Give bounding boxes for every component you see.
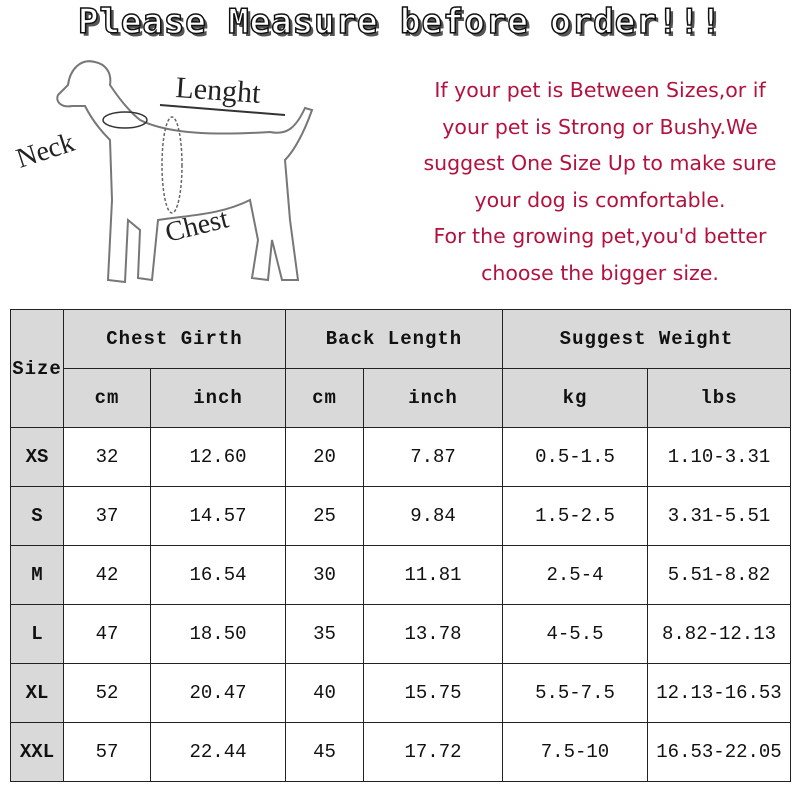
value-cell: 8.82-12.13: [647, 604, 791, 664]
value-cell: 22.44: [150, 722, 286, 782]
chest-girth-header: Chest Girth: [63, 309, 286, 369]
value-cell: 7.87: [363, 427, 503, 487]
value-cell: 3.31-5.51: [647, 486, 791, 546]
dog-outline: [56, 60, 314, 284]
value-cell: 5.51-8.82: [647, 545, 791, 605]
unit-header: kg: [502, 368, 648, 428]
value-cell: 20.47: [150, 663, 286, 723]
neck-line: [102, 111, 148, 129]
unit-header: lbs: [647, 368, 791, 428]
chest-line: [161, 116, 183, 214]
notice-line: choose the bigger size.: [481, 260, 719, 285]
table-row: M 42 16.54 30 11.81 2.5-4 5.51-8.82: [10, 545, 791, 605]
value-cell: 4-5.5: [502, 604, 648, 664]
value-cell: 15.75: [363, 663, 503, 723]
size-cell: M: [10, 545, 64, 605]
value-cell: 52: [63, 663, 151, 723]
unit-header: inch: [150, 368, 286, 428]
value-cell: 7.5-10: [502, 722, 648, 782]
table-row: XS 32 12.60 20 7.87 0.5-1.5 1.10-3.31: [10, 427, 791, 487]
value-cell: 1.5-2.5: [502, 486, 648, 546]
notice-line: your pet is Strong or Bushy.We: [442, 114, 758, 139]
size-cell: L: [10, 604, 64, 664]
value-cell: 13.78: [363, 604, 503, 664]
value-cell: 42: [63, 545, 151, 605]
value-cell: 14.57: [150, 486, 286, 546]
notice-line: For the growing pet,you'd better: [433, 224, 767, 248]
unit-header: inch: [363, 368, 503, 428]
dog-measurement-diagram: Lenght Neck Chest: [13, 60, 314, 284]
length-line: [159, 104, 286, 116]
size-cell: S: [10, 486, 64, 546]
table-row: L 47 18.50 35 13.78 4-5.5 8.82-12.13: [10, 604, 791, 664]
value-cell: 25: [285, 486, 364, 546]
value-cell: 0.5-1.5: [502, 427, 648, 487]
value-cell: 16.53-22.05: [647, 722, 791, 782]
notice-line: suggest One Size Up to make sure: [423, 151, 777, 175]
value-cell: 16.54: [150, 545, 286, 605]
page-title: Please Measure before order!!!: [77, 1, 723, 43]
notice-line: If your pet is Between Sizes,or if: [434, 78, 766, 102]
value-cell: 12.13-16.53: [647, 663, 791, 723]
value-cell: 35: [285, 604, 364, 664]
neck-label: Neck: [13, 127, 79, 175]
value-cell: 30: [285, 545, 364, 605]
value-cell: 18.50: [150, 604, 286, 664]
value-cell: 1.10-3.31: [647, 427, 791, 487]
size-cell: XXL: [10, 722, 64, 782]
table-row: XL 52 20.47 40 15.75 5.5-7.5 12.13-16.53: [10, 663, 791, 723]
value-cell: 12.60: [150, 427, 286, 487]
unit-header: cm: [285, 368, 364, 428]
suggest-weight-header: Suggest Weight: [502, 309, 791, 369]
value-cell: 57: [63, 722, 151, 782]
size-header: Size: [10, 309, 64, 428]
value-cell: 20: [285, 427, 364, 487]
value-cell: 11.81: [363, 545, 503, 605]
value-cell: 37: [63, 486, 151, 546]
length-label: Lenght: [175, 71, 263, 110]
value-cell: 17.72: [363, 722, 503, 782]
value-cell: 47: [63, 604, 151, 664]
value-cell: 9.84: [363, 486, 503, 546]
size-chart-table: Size Chest Girth Back Length Suggest Wei…: [10, 309, 791, 782]
table-row: XXL 57 22.44 45 17.72 7.5-10 16.53-22.05: [10, 722, 791, 782]
value-cell: 40: [285, 663, 364, 723]
table-row: S 37 14.57 25 9.84 1.5-2.5 3.31-5.51: [10, 486, 791, 546]
unit-header: cm: [63, 368, 151, 428]
notice-line: your dog is comfortable.: [474, 187, 726, 212]
chest-label: Chest: [162, 203, 232, 249]
value-cell: 2.5-4: [502, 545, 648, 605]
value-cell: 32: [63, 427, 151, 487]
size-cell: XL: [10, 663, 64, 723]
size-cell: XS: [10, 427, 64, 487]
value-cell: 5.5-7.5: [502, 663, 648, 723]
back-length-header: Back Length: [285, 309, 503, 369]
value-cell: 45: [285, 722, 364, 782]
sizing-notice: If your pet is Between Sizes,or if your …: [395, 72, 800, 291]
